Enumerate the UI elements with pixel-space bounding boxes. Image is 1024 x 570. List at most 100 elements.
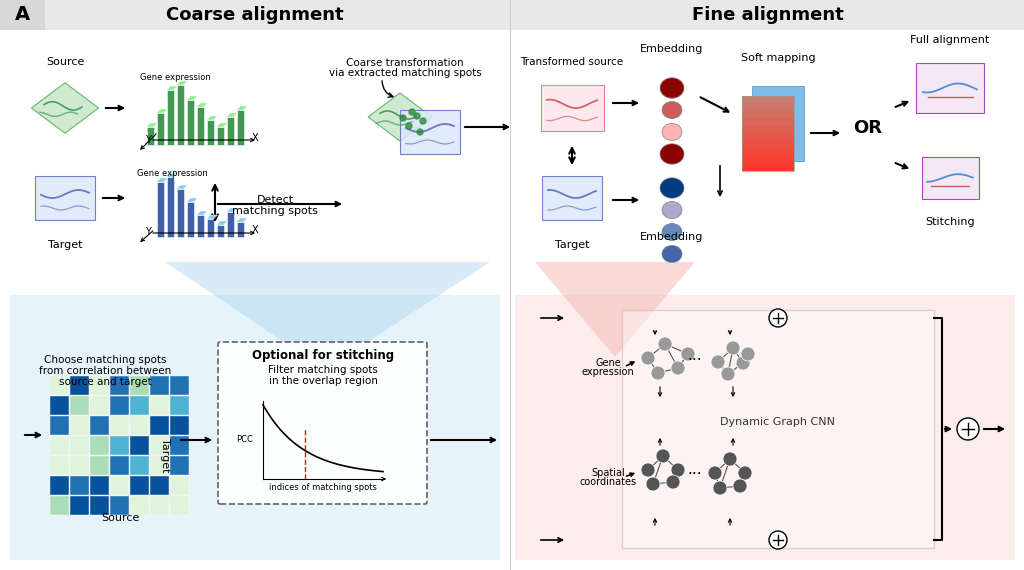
Text: Stitching: Stitching — [926, 217, 975, 227]
Bar — [176, 85, 183, 145]
Bar — [130, 456, 150, 475]
Bar — [70, 436, 89, 455]
Text: Optional for stitching: Optional for stitching — [252, 348, 394, 361]
Bar — [157, 113, 164, 145]
Bar — [50, 476, 69, 495]
Text: Detect: Detect — [256, 195, 294, 205]
Circle shape — [769, 309, 787, 327]
Bar — [742, 118, 794, 125]
Bar — [146, 127, 154, 145]
Bar — [130, 376, 150, 395]
Bar — [130, 476, 150, 495]
Bar — [70, 396, 89, 415]
Text: Coarse alignment: Coarse alignment — [166, 6, 344, 24]
Bar — [110, 436, 129, 455]
Circle shape — [414, 113, 420, 119]
Bar — [216, 127, 223, 145]
Bar — [50, 496, 69, 515]
Text: Target: Target — [160, 438, 170, 473]
Circle shape — [957, 418, 979, 440]
Polygon shape — [146, 123, 158, 127]
Polygon shape — [186, 96, 198, 100]
Ellipse shape — [660, 144, 684, 164]
Bar — [742, 111, 794, 118]
Bar — [237, 110, 244, 145]
Ellipse shape — [662, 202, 682, 218]
Bar — [742, 96, 794, 103]
Polygon shape — [157, 178, 168, 182]
Circle shape — [666, 475, 680, 489]
Circle shape — [721, 367, 735, 381]
Text: Y: Y — [145, 135, 151, 145]
Bar — [90, 396, 109, 415]
Bar — [170, 496, 189, 515]
Bar — [742, 125, 794, 133]
Bar — [70, 456, 89, 475]
Bar — [197, 215, 204, 237]
Circle shape — [417, 129, 423, 135]
Bar — [150, 476, 169, 495]
Circle shape — [656, 449, 670, 463]
Circle shape — [738, 466, 752, 480]
Bar — [742, 140, 794, 148]
Bar — [50, 416, 69, 435]
Bar — [50, 436, 69, 455]
Bar — [90, 456, 109, 475]
Polygon shape — [197, 103, 208, 107]
Bar — [130, 396, 150, 415]
Polygon shape — [197, 211, 208, 215]
Circle shape — [651, 366, 665, 380]
Circle shape — [681, 347, 695, 361]
Bar — [150, 396, 169, 415]
Bar — [170, 416, 189, 435]
Polygon shape — [226, 208, 238, 212]
Polygon shape — [176, 185, 187, 189]
Polygon shape — [157, 109, 168, 113]
Polygon shape — [207, 215, 217, 219]
Text: X: X — [252, 225, 258, 235]
Circle shape — [736, 356, 750, 370]
Bar — [90, 416, 109, 435]
Bar — [170, 376, 189, 395]
Circle shape — [741, 347, 755, 361]
Text: Transformed source: Transformed source — [520, 57, 624, 67]
Text: coordinates: coordinates — [580, 477, 637, 487]
Bar — [170, 456, 189, 475]
Text: Source: Source — [100, 513, 139, 523]
Polygon shape — [32, 83, 98, 133]
Circle shape — [671, 361, 685, 375]
Circle shape — [641, 351, 655, 365]
Polygon shape — [207, 116, 217, 120]
Polygon shape — [237, 106, 248, 110]
Text: OR: OR — [853, 119, 883, 137]
Bar — [35, 176, 95, 220]
Bar — [742, 103, 794, 111]
Circle shape — [646, 477, 660, 491]
FancyBboxPatch shape — [218, 342, 427, 504]
Polygon shape — [176, 81, 187, 85]
Ellipse shape — [660, 178, 684, 198]
Bar — [176, 189, 183, 237]
Text: ...: ... — [688, 462, 702, 478]
Bar — [541, 85, 603, 131]
Bar — [110, 476, 129, 495]
Text: Choose matching spots: Choose matching spots — [44, 355, 166, 365]
Polygon shape — [752, 86, 804, 161]
Text: Embedding: Embedding — [640, 44, 703, 54]
Text: PCC: PCC — [237, 435, 253, 445]
Circle shape — [769, 531, 787, 549]
Bar — [90, 436, 109, 455]
Text: A: A — [14, 6, 30, 25]
Bar — [622, 310, 934, 548]
Text: Target: Target — [48, 240, 82, 250]
Text: from correlation between: from correlation between — [39, 366, 171, 376]
Bar — [170, 396, 189, 415]
Circle shape — [711, 355, 725, 369]
Bar — [226, 212, 233, 237]
Text: matching spots: matching spots — [232, 206, 317, 216]
Bar — [186, 202, 194, 237]
Bar — [110, 456, 129, 475]
Bar — [130, 416, 150, 435]
Bar — [150, 376, 169, 395]
Polygon shape — [165, 262, 490, 370]
